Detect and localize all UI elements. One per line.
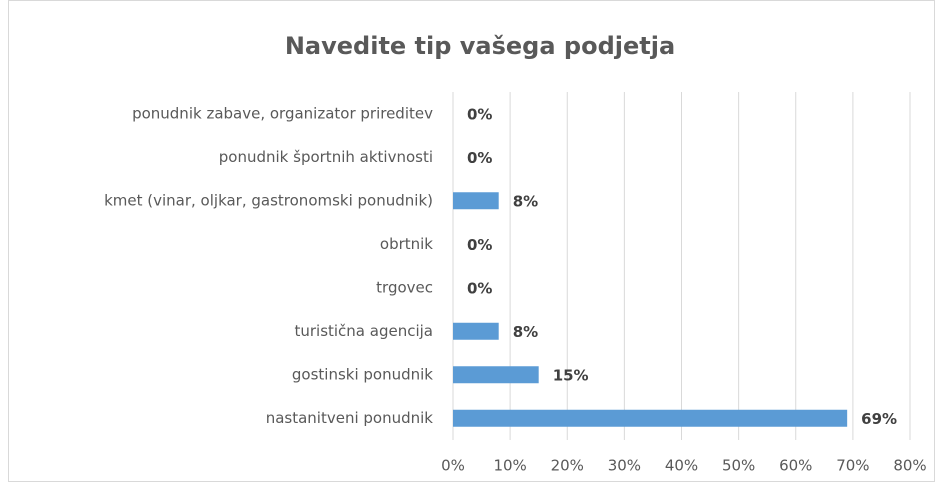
value-label: 8% — [513, 192, 538, 210]
bar — [453, 366, 539, 384]
x-tick-label: 80% — [893, 457, 926, 475]
x-tick-label: 20% — [551, 457, 584, 475]
value-label: 0% — [467, 279, 492, 297]
bar — [453, 192, 499, 210]
value-label: 69% — [861, 410, 897, 428]
x-tick-label: 30% — [608, 457, 641, 475]
value-label: 15% — [553, 366, 589, 384]
value-label: 8% — [513, 323, 538, 341]
x-tick-label: 0% — [441, 457, 465, 475]
y-tick-label: nastanitveni ponudnik — [266, 409, 434, 427]
y-tick-label: kmet (vinar, oljkar, gastronomski ponudn… — [104, 191, 433, 209]
y-tick-label: ponudnik zabave, organizator prireditev — [132, 104, 433, 122]
bar — [453, 409, 848, 427]
bar — [453, 322, 499, 340]
x-tick-label: 10% — [493, 457, 526, 475]
y-tick-label: trgovec — [376, 278, 433, 296]
x-tick-label: 50% — [722, 457, 755, 475]
x-tick-label: 70% — [836, 457, 869, 475]
value-label: 0% — [467, 105, 492, 123]
y-tick-label: obrtnik — [380, 235, 433, 253]
y-tick-label: gostinski ponudnik — [292, 365, 433, 383]
value-label: 0% — [467, 236, 492, 254]
chart-frame — [8, 0, 935, 482]
y-tick-label: turistična agencija — [294, 322, 433, 340]
value-label: 0% — [467, 149, 492, 167]
y-tick-label: ponudnik športnih aktivnosti — [219, 148, 433, 166]
x-tick-label: 60% — [779, 457, 812, 475]
chart-title: Navedite tip vašega podjetja — [285, 32, 675, 60]
x-tick-label: 40% — [665, 457, 698, 475]
